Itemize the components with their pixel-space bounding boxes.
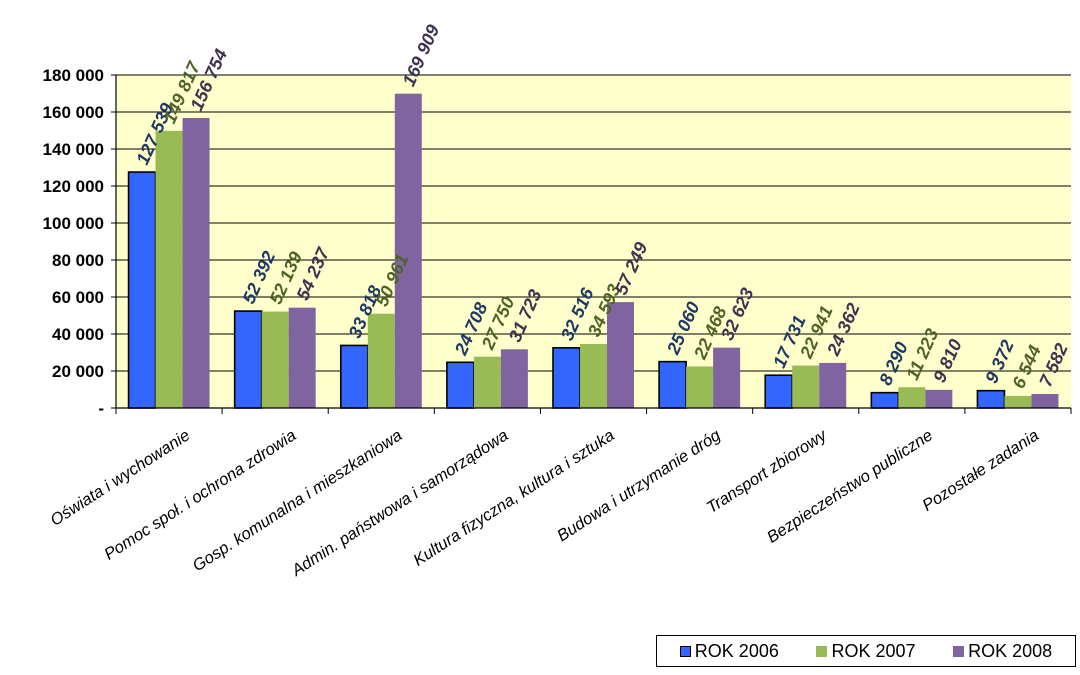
legend-swatch-2007 bbox=[816, 645, 828, 657]
bar-rok-2008-4 bbox=[607, 302, 634, 408]
legend-label-2007: ROK 2007 bbox=[831, 640, 916, 661]
bar-rok-2008-1 bbox=[288, 307, 316, 408]
bar-rok-2007-1 bbox=[261, 311, 289, 408]
bar-rok-2007-6 bbox=[792, 365, 820, 408]
legend-item-2007: ROK 2007 bbox=[816, 640, 916, 662]
x-tick-label: Admin. państwowa i samorządowa bbox=[288, 426, 512, 580]
y-tick-label: 140 000 bbox=[43, 140, 104, 159]
bar-rok-2008-6 bbox=[819, 362, 847, 408]
x-tick-label: Bezpieczeństwo publiczne bbox=[764, 426, 936, 547]
bar-rok-2006-3 bbox=[446, 361, 475, 409]
legend-swatch-2008 bbox=[953, 645, 965, 657]
bar-rok-2008-8 bbox=[1031, 393, 1059, 408]
bar-rok-2008-3 bbox=[500, 349, 528, 408]
legend-swatch-2006 bbox=[679, 645, 691, 657]
y-tick-label: 180 000 bbox=[43, 66, 104, 85]
bar-rok-2007-7 bbox=[898, 387, 926, 408]
bar-rok-2006-6 bbox=[764, 374, 794, 409]
bar-rok-2006-5 bbox=[658, 360, 687, 409]
y-tick-label: 20 000 bbox=[52, 362, 104, 381]
x-tick-label: Pomoc społ. i ochrona zdrowia bbox=[101, 426, 299, 563]
bar-rok-2007-8 bbox=[1004, 395, 1032, 408]
y-tick-label: 80 000 bbox=[52, 251, 104, 270]
bar-rok-2008-5 bbox=[713, 347, 741, 408]
bar-rok-2007-3 bbox=[473, 356, 501, 408]
x-tick-label: Pozostałe zadania bbox=[919, 426, 1042, 515]
bar-rok-2006-4 bbox=[552, 347, 581, 409]
bars bbox=[127, 93, 1059, 409]
bar-rok-2008-0 bbox=[182, 118, 210, 408]
y-tick-label: 40 000 bbox=[52, 325, 104, 344]
y-tick-label: - bbox=[98, 399, 104, 418]
legend-item-2006: ROK 2006 bbox=[679, 640, 779, 662]
bar-rok-2006-7 bbox=[870, 391, 900, 409]
bar-rok-2007-5 bbox=[686, 366, 714, 408]
bar-rok-2007-4 bbox=[580, 344, 607, 408]
legend: ROK 2006 ROK 2007 ROK 2008 bbox=[656, 635, 1076, 667]
y-tick-label: 160 000 bbox=[43, 103, 104, 122]
bar-rok-2006-0 bbox=[127, 171, 157, 409]
bar-rok-2008-2 bbox=[394, 93, 422, 409]
bar-rok-2007-0 bbox=[155, 130, 183, 408]
legend-label-2006: ROK 2006 bbox=[694, 640, 779, 661]
x-tick-label: Gosp. komunalna i mieszkaniowa bbox=[190, 426, 406, 575]
y-axis-ticks: - 20 000 40 000 60 000 80 000 100 000 120 000 1… bbox=[43, 66, 116, 418]
y-tick-label: 60 000 bbox=[52, 288, 104, 307]
bar-rok-2006-8 bbox=[976, 389, 1006, 409]
x-tick-label: Kultura fizyczna, kultura i sztuka bbox=[410, 426, 617, 569]
axes bbox=[115, 75, 1071, 409]
legend-label-2008: ROK 2008 bbox=[968, 640, 1053, 661]
y-tick-label: 120 000 bbox=[43, 177, 104, 196]
y-tick-label: 100 000 bbox=[43, 214, 104, 233]
bar-rok-2007-2 bbox=[367, 313, 395, 408]
legend-item-2008: ROK 2008 bbox=[953, 641, 1052, 662]
bar-rok-2006-2 bbox=[339, 344, 369, 409]
bar-rok-2008-7 bbox=[925, 389, 953, 408]
bar-rok-2006-1 bbox=[233, 310, 263, 409]
